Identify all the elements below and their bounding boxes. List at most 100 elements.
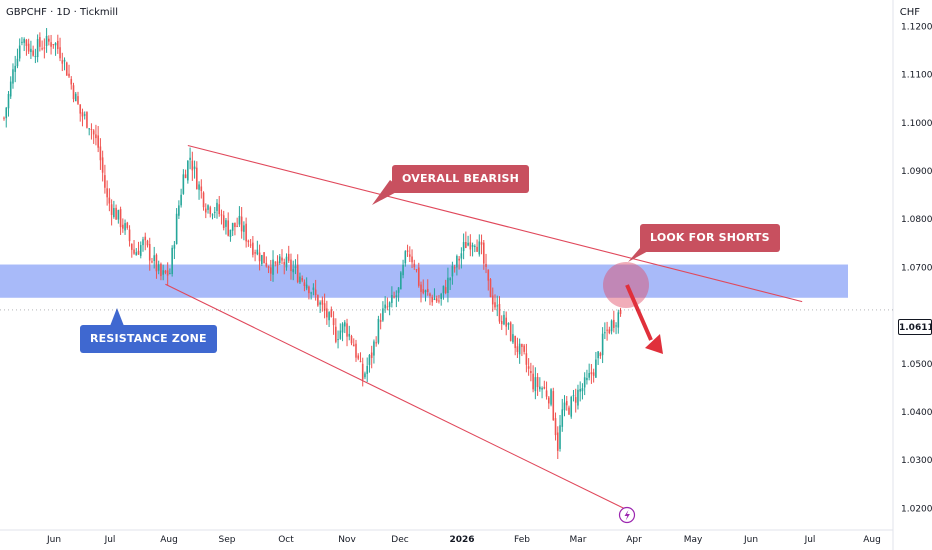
candle bbox=[128, 229, 131, 242]
y-tick-label: 1.03000 bbox=[901, 456, 932, 466]
candle bbox=[505, 317, 508, 327]
candle bbox=[292, 269, 295, 273]
candle bbox=[261, 255, 263, 265]
candle bbox=[25, 39, 28, 46]
candle bbox=[539, 386, 541, 390]
candle bbox=[267, 266, 270, 268]
candle bbox=[308, 286, 310, 294]
candle bbox=[474, 245, 476, 247]
y-tick-label: 1.07000 bbox=[901, 263, 932, 273]
candle bbox=[204, 208, 207, 213]
candle bbox=[220, 214, 223, 216]
candle bbox=[393, 296, 395, 298]
candle bbox=[130, 243, 133, 250]
candle bbox=[545, 390, 548, 397]
candle bbox=[314, 289, 317, 295]
candle bbox=[521, 343, 523, 347]
candle bbox=[406, 250, 409, 252]
y-tick-label: 1.09000 bbox=[901, 167, 932, 177]
candle bbox=[77, 96, 79, 104]
candle bbox=[153, 255, 156, 261]
look-for-shorts-label: LOOK FOR SHORTS bbox=[640, 224, 780, 252]
candle bbox=[312, 287, 315, 290]
candle bbox=[485, 263, 487, 267]
candle bbox=[453, 267, 456, 269]
y-tick-label: 1.04000 bbox=[901, 408, 932, 418]
candle bbox=[319, 302, 321, 305]
candle bbox=[480, 242, 483, 245]
candle bbox=[200, 186, 203, 192]
candle bbox=[326, 308, 328, 318]
symbol-title[interactable]: GBPCHF · 1D · Tickmill bbox=[6, 7, 118, 18]
y-tick-label: 1.05000 bbox=[901, 360, 932, 370]
candle bbox=[3, 117, 5, 119]
bearish-arrow-head bbox=[645, 334, 663, 354]
candle bbox=[310, 292, 312, 294]
currency-label[interactable]: CHF bbox=[899, 7, 920, 18]
candle bbox=[379, 320, 382, 322]
candle bbox=[440, 293, 442, 300]
candle bbox=[489, 279, 492, 298]
candle bbox=[193, 166, 196, 169]
candle bbox=[601, 333, 604, 356]
candle bbox=[523, 345, 525, 352]
candle bbox=[7, 94, 10, 109]
candle bbox=[180, 194, 182, 206]
candle bbox=[350, 336, 353, 344]
candle bbox=[456, 255, 458, 268]
candle bbox=[61, 60, 64, 64]
candle bbox=[496, 305, 499, 307]
candle bbox=[361, 363, 364, 380]
candle bbox=[274, 262, 277, 264]
candle bbox=[458, 258, 460, 261]
candle bbox=[70, 79, 73, 85]
candle bbox=[507, 322, 510, 325]
candle bbox=[287, 253, 290, 261]
candle bbox=[59, 47, 61, 59]
x-tick-label: Aug bbox=[863, 535, 881, 545]
candle bbox=[68, 73, 70, 77]
candle bbox=[478, 241, 481, 255]
candle bbox=[283, 261, 286, 265]
candle bbox=[595, 359, 597, 378]
candle bbox=[532, 373, 534, 390]
candle bbox=[420, 284, 422, 292]
x-tick-label: Apr bbox=[626, 535, 642, 545]
candle bbox=[301, 278, 303, 281]
candle bbox=[400, 272, 402, 290]
candle bbox=[126, 222, 129, 229]
candle bbox=[491, 295, 494, 305]
candle bbox=[530, 371, 532, 374]
candle bbox=[518, 343, 521, 355]
candle bbox=[386, 306, 389, 308]
candle bbox=[34, 56, 37, 58]
candle bbox=[391, 294, 393, 303]
candle bbox=[373, 341, 375, 356]
candle bbox=[424, 290, 427, 293]
candle bbox=[231, 223, 234, 231]
candle bbox=[599, 353, 602, 356]
candle bbox=[148, 244, 151, 261]
x-tick-label: 2026 bbox=[449, 535, 474, 545]
intersection-highlight bbox=[603, 262, 649, 308]
candle bbox=[617, 312, 620, 328]
candle bbox=[218, 204, 221, 215]
candle bbox=[442, 285, 445, 294]
candle bbox=[104, 175, 106, 188]
candle bbox=[119, 209, 122, 228]
candle bbox=[227, 220, 229, 236]
candle bbox=[581, 388, 584, 392]
candle bbox=[207, 205, 209, 210]
candle bbox=[561, 409, 564, 427]
y-tick-label: 1.11000 bbox=[901, 71, 932, 81]
resistance-zone-pointer bbox=[110, 308, 124, 326]
candle bbox=[330, 309, 333, 317]
candle bbox=[341, 323, 344, 333]
candle bbox=[229, 229, 232, 237]
candle bbox=[348, 333, 351, 337]
candle bbox=[465, 242, 467, 248]
candle bbox=[415, 269, 418, 271]
candle bbox=[433, 298, 436, 300]
candle bbox=[254, 252, 256, 254]
